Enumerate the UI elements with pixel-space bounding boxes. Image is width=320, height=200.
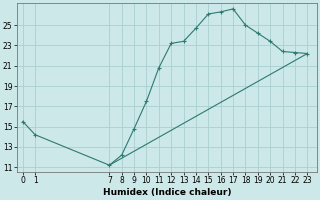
X-axis label: Humidex (Indice chaleur): Humidex (Indice chaleur) xyxy=(103,188,231,197)
